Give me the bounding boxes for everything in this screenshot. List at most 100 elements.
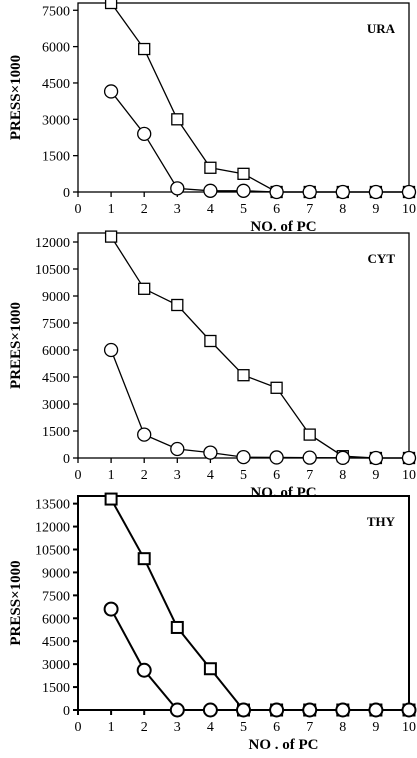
data-point-circle (170, 441, 185, 457)
data-point-square (138, 282, 151, 295)
x-tick-label: 4 (207, 468, 214, 483)
y-tick-label: 4500 (42, 635, 70, 650)
y-tick-label: 9000 (42, 290, 70, 305)
data-point-circle (103, 601, 119, 617)
y-tick-label: 7500 (42, 589, 70, 604)
y-tick-label: 10500 (35, 544, 70, 559)
y-tick-label: 6000 (42, 344, 70, 359)
data-point-square (137, 552, 151, 566)
x-tick-label: 8 (339, 720, 346, 735)
x-tick-label: 1 (108, 720, 115, 735)
y-tick-label: 1500 (42, 150, 70, 165)
x-tick-label: 7 (306, 202, 313, 217)
data-point-square (270, 381, 283, 394)
y-tick-label: 4500 (42, 77, 70, 92)
y-axis-label: PRESS×1000 (8, 55, 24, 140)
y-tick-label: 3000 (42, 113, 70, 128)
data-point-circle (335, 450, 350, 465)
y-tick-label: 12000 (35, 521, 70, 536)
series-line-circle (110, 608, 409, 711)
data-point-square (237, 167, 250, 180)
y-tick-label: 0 (63, 452, 70, 467)
data-point-square (104, 230, 118, 243)
series-line-circle (110, 91, 409, 193)
x-tick-label: 2 (141, 720, 148, 735)
data-point-circle (137, 126, 152, 141)
data-point-circle (401, 184, 417, 200)
x-tick-label: 0 (75, 720, 82, 735)
data-point-square (104, 0, 118, 10)
chart-panel-cyt: 0 1 2 3 4 5 6 7 8 9 10 0 1500 3000 4500 6000 7500 9000 105… (8, 230, 417, 501)
data-point-square (303, 428, 316, 441)
data-point-square (204, 161, 217, 174)
y-tick-label: 1500 (42, 681, 70, 696)
x-tick-label: 10 (402, 202, 416, 217)
data-point-square (138, 42, 151, 56)
y-axis-label: PREES×1000 (8, 302, 24, 389)
x-axis-label: NO. of PC (250, 219, 316, 235)
y-tick-label: 6000 (42, 612, 70, 627)
data-point-square (203, 662, 217, 676)
data-point-square (171, 298, 184, 312)
y-tick-label: 3000 (42, 398, 70, 413)
x-tick-label: 1 (108, 202, 115, 217)
y-tick-label: 12000 (35, 236, 70, 251)
x-axis-label: NO . of PC (249, 737, 319, 753)
x-tick-label: 6 (273, 720, 280, 735)
x-tick-label: 8 (339, 468, 346, 483)
data-point-circle (401, 702, 417, 718)
series-line-square (110, 2, 409, 193)
plot-frame (77, 2, 410, 193)
x-tick-label: 8 (339, 202, 346, 217)
x-tick-label: 4 (207, 720, 214, 735)
y-tick-label: 6000 (42, 41, 70, 56)
y-tick-label: 0 (63, 704, 70, 719)
data-point-circle (203, 445, 218, 460)
data-point-circle (302, 450, 317, 465)
data-point-circle (203, 183, 218, 198)
x-tick-label: 2 (141, 468, 148, 483)
x-tick-label: 0 (75, 468, 82, 483)
data-point-circle (136, 662, 152, 678)
x-tick-label: 4 (207, 202, 214, 217)
data-point-circle (103, 84, 119, 99)
series-line-square (110, 236, 409, 459)
chart-title: CYT (368, 251, 396, 266)
data-point-circle (269, 450, 284, 465)
x-axis-label: NO. of PC (250, 485, 316, 501)
y-tick-label: 9000 (42, 566, 70, 581)
series-line-square (110, 498, 409, 711)
chart-panel-ura: 0 1 2 3 4 5 6 7 8 9 10 0 1500 3000 4500 6000 7500 NO. of … (8, 0, 417, 235)
data-point-circle (368, 184, 384, 200)
x-tick-label: 5 (240, 720, 247, 735)
y-tick-label: 7500 (42, 317, 70, 332)
data-point-circle (236, 449, 251, 465)
y-tick-label: 7500 (42, 4, 70, 19)
data-point-circle (335, 702, 351, 718)
data-point-square (104, 492, 118, 506)
data-point-circle (401, 450, 417, 466)
data-point-circle (302, 184, 317, 200)
x-tick-label: 10 (402, 720, 416, 735)
data-point-circle (169, 702, 185, 718)
data-point-circle (335, 184, 350, 200)
data-point-circle (368, 450, 384, 466)
x-tick-label: 3 (174, 468, 181, 483)
data-point-circle (103, 342, 119, 358)
data-point-circle (236, 702, 251, 718)
data-point-circle (236, 183, 251, 198)
x-tick-label: 5 (240, 468, 247, 483)
data-point-circle (269, 702, 285, 718)
x-tick-label: 3 (174, 202, 181, 217)
x-tick-label: 2 (141, 202, 148, 217)
plot-frame (77, 232, 410, 459)
y-tick-label: 3000 (42, 658, 70, 673)
y-tick-label: 0 (63, 186, 70, 201)
data-point-circle (202, 702, 218, 718)
data-point-circle (137, 427, 152, 442)
y-tick-label: 13500 (35, 498, 70, 513)
data-point-circle (302, 702, 318, 718)
chart-panel-thy: 0 1 2 3 4 5 6 7 8 9 10 0 1500 3000 4500 6000 7500 9000 105… (8, 492, 417, 753)
y-tick-label: 10500 (35, 263, 70, 278)
